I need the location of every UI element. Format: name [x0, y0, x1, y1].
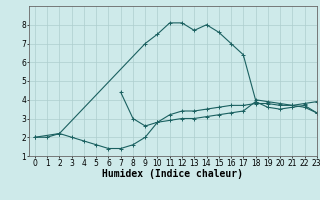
X-axis label: Humidex (Indice chaleur): Humidex (Indice chaleur) [102, 169, 243, 179]
